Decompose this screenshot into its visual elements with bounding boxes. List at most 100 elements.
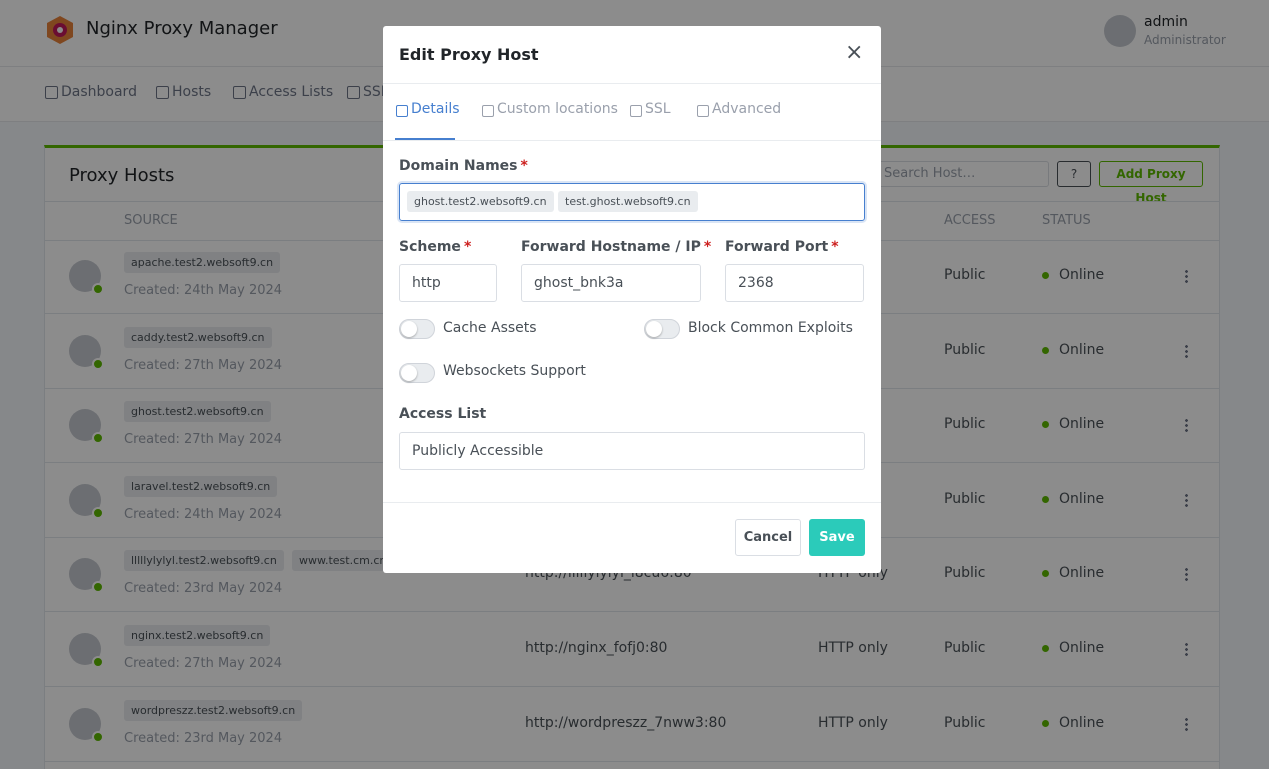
row-menu[interactable]: [1185, 567, 1188, 582]
created-date: Created: 24th May 2024: [124, 506, 283, 522]
field-label: Scheme *: [399, 239, 471, 255]
tab-icon: [630, 105, 642, 117]
created-date: Created: 23rd May 2024: [124, 581, 283, 597]
status-dot: [1042, 346, 1049, 354]
status: Online: [1059, 267, 1105, 283]
created-date: Created: 27th May 2024: [124, 357, 283, 373]
hostname-input[interactable]: ghost_bnk3a: [521, 264, 701, 302]
nav-icon: [347, 86, 360, 99]
table-row: caddy.test2.websoft9.cn Created: 27th May…: [45, 314, 1219, 389]
scheme-input[interactable]: http: [399, 264, 497, 302]
field-label: Access List: [399, 406, 487, 422]
row-menu[interactable]: [1185, 343, 1188, 358]
ssl-type: HTTP only: [818, 714, 888, 731]
active-tab-indicator: [395, 138, 455, 140]
table-row: wordpreszz.test2.websoft9.cn Created: 23r…: [45, 687, 1219, 762]
column-header: STATUS: [1042, 213, 1091, 228]
destination: http://nginx_fofj0:80: [525, 640, 668, 656]
column-header: SOURCE: [124, 213, 178, 228]
nav-link[interactable]: Access Lists: [249, 84, 334, 100]
online-dot: [92, 581, 104, 594]
nav-link[interactable]: Hosts: [172, 84, 212, 100]
row-menu[interactable]: [1185, 492, 1188, 507]
status-dot: [1042, 645, 1049, 652]
status: Online: [1059, 640, 1105, 656]
nav-link[interactable]: SSL: [363, 84, 389, 100]
domain-tag: apache.test2.websoft9.cn: [124, 252, 281, 273]
required-mark: *: [703, 239, 712, 255]
domain-tag: wordpreszz.test2.websoft9.cn: [124, 699, 303, 721]
field-label: Forward Hostname / IP *: [521, 239, 711, 255]
tab[interactable]: SSL: [645, 101, 671, 117]
toggle-label: Block Common Exploits: [688, 320, 853, 336]
help-button[interactable]: ?: [1057, 161, 1091, 187]
close-button[interactable]: ×: [845, 40, 864, 65]
field-label: Domain Names *: [399, 158, 528, 174]
domain-tag[interactable]: ghost.test2.websoft9.cn: [407, 191, 554, 212]
port-input[interactable]: 2368: [725, 264, 864, 302]
toggle[interactable]: [399, 363, 435, 383]
user-avatar[interactable]: [1104, 15, 1136, 47]
column-header: ACCESS: [944, 213, 996, 228]
status-dot: [1042, 495, 1049, 503]
label-text: Forward Hostname / IP: [521, 239, 701, 255]
logo: [47, 16, 73, 44]
domain-tag: www.test.cm.cn: [292, 550, 394, 572]
domain-tag: laravel.test2.websoft9.cn: [124, 475, 278, 497]
online-dot: [92, 432, 104, 445]
domain-tag: nginx.test2.websoft9.cn: [124, 625, 271, 646]
online-dot: [92, 730, 104, 743]
access: Public: [944, 267, 986, 283]
nav-icon: [156, 86, 169, 99]
app-name: Nginx Proxy Manager: [86, 18, 278, 39]
created-date: Created: 27th May 2024: [124, 656, 283, 671]
required-mark: *: [520, 158, 528, 174]
access: Public: [944, 714, 986, 731]
status: Online: [1059, 565, 1105, 582]
toggle[interactable]: [644, 319, 680, 339]
divider: [383, 83, 881, 84]
modal-title: Edit Proxy Host: [399, 45, 539, 64]
row-menu[interactable]: [1185, 418, 1188, 433]
status: Online: [1059, 416, 1105, 433]
domain-tag[interactable]: test.ghost.websoft9.cn: [558, 191, 698, 212]
online-dot: [92, 283, 104, 295]
online-dot: [92, 506, 104, 519]
tab-icon: [482, 105, 494, 117]
tabs: Details Custom locations SSL Advanced: [383, 84, 881, 141]
access-list-select[interactable]: Publicly Accessible: [399, 432, 865, 470]
label-text: Domain Names: [399, 158, 518, 174]
tab[interactable]: Details: [411, 101, 460, 117]
domain-input[interactable]: ghost.test2.websoft9.cn test.ghost.websof…: [399, 183, 865, 221]
online-dot: [92, 656, 104, 668]
save-button[interactable]: Save: [809, 519, 865, 556]
toggle[interactable]: [399, 319, 435, 339]
tab-icon: [396, 105, 408, 117]
toggle-label: Websockets Support: [443, 363, 586, 379]
user-name[interactable]: admin: [1144, 14, 1188, 30]
nav-icon: [233, 86, 246, 99]
row-menu[interactable]: [1185, 716, 1188, 731]
online-dot: [92, 357, 104, 370]
tab[interactable]: Custom locations: [497, 101, 618, 117]
domain-tag: lllllylylyl.test2.websoft9.cn: [124, 550, 284, 572]
status-dot: [1042, 570, 1049, 578]
modal: Edit Proxy Host × Details Custom location…: [383, 26, 881, 573]
status-dot: [1042, 272, 1049, 279]
required-mark: *: [831, 239, 839, 255]
field-label: Forward Port *: [725, 239, 839, 255]
created-date: Created: 24th May 2024: [124, 283, 283, 298]
label-text: Forward Port: [725, 239, 829, 255]
access: Public: [944, 565, 986, 582]
row-menu[interactable]: [1185, 642, 1188, 656]
access: Public: [944, 640, 986, 656]
access: Public: [944, 416, 986, 433]
nav-link[interactable]: Dashboard: [61, 84, 137, 100]
label-text: Scheme: [399, 239, 461, 255]
cancel-button[interactable]: Cancel: [735, 519, 801, 556]
access: Public: [944, 490, 986, 507]
tab[interactable]: Advanced: [712, 101, 782, 117]
row-menu[interactable]: [1185, 269, 1188, 283]
status: Online: [1059, 341, 1105, 358]
